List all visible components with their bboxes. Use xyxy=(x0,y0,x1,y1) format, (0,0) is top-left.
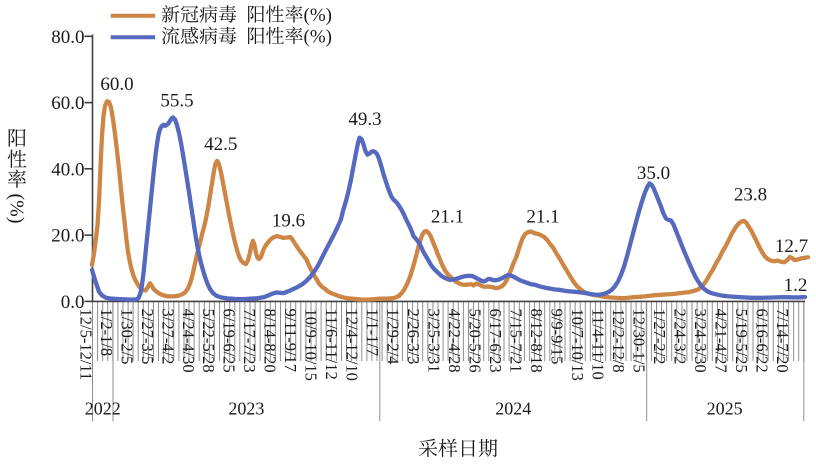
svg-text:1/27-2/2: 1/27-2/2 xyxy=(650,309,669,365)
svg-text:2023: 2023 xyxy=(228,398,264,418)
svg-text:4/21-4/27: 4/21-4/27 xyxy=(712,309,731,373)
svg-text:3/25-3/31: 3/25-3/31 xyxy=(425,309,444,373)
svg-text:20.0: 20.0 xyxy=(51,226,84,247)
svg-text:6/19-6/25: 6/19-6/25 xyxy=(220,309,239,373)
svg-text:12/30-1/5: 12/30-1/5 xyxy=(630,309,649,373)
svg-text:7/17-7/23: 7/17-7/23 xyxy=(240,309,259,373)
svg-text:(%): (%) xyxy=(6,194,28,224)
svg-text:6/17-6/23: 6/17-6/23 xyxy=(486,309,505,373)
svg-text:2/24-3/2: 2/24-3/2 xyxy=(671,309,690,365)
svg-text:9/11-9/17: 9/11-9/17 xyxy=(281,309,300,373)
svg-text:40.0: 40.0 xyxy=(51,159,84,180)
svg-text:1.2: 1.2 xyxy=(784,275,808,296)
svg-text:2025: 2025 xyxy=(707,398,743,418)
svg-text:2/27-3/5: 2/27-3/5 xyxy=(138,309,157,365)
svg-text:7/15-7/21: 7/15-7/21 xyxy=(507,309,526,373)
svg-text:21.1: 21.1 xyxy=(431,207,464,228)
svg-text:2022: 2022 xyxy=(85,398,121,418)
svg-text:12.7: 12.7 xyxy=(775,236,808,257)
svg-text:2024: 2024 xyxy=(495,398,531,418)
svg-text:7/14-7/20: 7/14-7/20 xyxy=(773,309,792,373)
svg-text:19.6: 19.6 xyxy=(272,210,305,231)
svg-text:8/14-8/20: 8/14-8/20 xyxy=(261,309,280,373)
svg-text:12/4-12/10: 12/4-12/10 xyxy=(343,309,362,381)
svg-text:8/12-8/18: 8/12-8/18 xyxy=(527,309,546,373)
svg-text:1/2-1/8: 1/2-1/8 xyxy=(97,309,116,357)
svg-text:1/29-2/4: 1/29-2/4 xyxy=(384,309,403,365)
svg-text:60.0: 60.0 xyxy=(100,74,133,95)
svg-text:12/5-12/11: 12/5-12/11 xyxy=(76,309,95,381)
svg-text:10/9-10/15: 10/9-10/15 xyxy=(302,309,321,381)
svg-text:0.0: 0.0 xyxy=(61,292,85,313)
svg-text:9/9-9/15: 9/9-9/15 xyxy=(548,309,567,365)
svg-text:21.1: 21.1 xyxy=(526,207,559,228)
svg-text:5/19-5/25: 5/19-5/25 xyxy=(732,309,751,373)
svg-text:80.0: 80.0 xyxy=(51,27,84,48)
svg-text:3/24-3/30: 3/24-3/30 xyxy=(691,309,710,373)
svg-text:49.3: 49.3 xyxy=(348,109,381,130)
svg-text:12/2-12/8: 12/2-12/8 xyxy=(609,309,628,373)
svg-text:11/4-11/10: 11/4-11/10 xyxy=(589,309,608,380)
svg-text:6/16-6/22: 6/16-6/22 xyxy=(753,309,772,373)
svg-text:5/20-5/26: 5/20-5/26 xyxy=(466,309,485,373)
svg-text:1/1-1/7: 1/1-1/7 xyxy=(363,309,382,357)
svg-text:(%): (%) xyxy=(304,5,332,26)
svg-text:1/30-2/5: 1/30-2/5 xyxy=(117,309,136,365)
svg-text:3/27-4/2: 3/27-4/2 xyxy=(158,309,177,365)
svg-text:5/22-5/28: 5/22-5/28 xyxy=(199,309,218,373)
svg-text:60.0: 60.0 xyxy=(51,93,84,114)
svg-text:55.5: 55.5 xyxy=(160,91,193,112)
svg-text:(%): (%) xyxy=(304,27,332,48)
svg-text:11/6-11/12: 11/6-11/12 xyxy=(322,309,341,380)
svg-text:2/26-3/3: 2/26-3/3 xyxy=(404,309,423,365)
svg-text:4/22-4/28: 4/22-4/28 xyxy=(445,309,464,373)
svg-text:4/24-4/30: 4/24-4/30 xyxy=(179,309,198,373)
svg-text:23.8: 23.8 xyxy=(734,185,767,206)
svg-text:42.5: 42.5 xyxy=(204,134,237,155)
svg-text:10/7-10/13: 10/7-10/13 xyxy=(568,309,587,381)
svg-text:35.0: 35.0 xyxy=(637,163,670,184)
